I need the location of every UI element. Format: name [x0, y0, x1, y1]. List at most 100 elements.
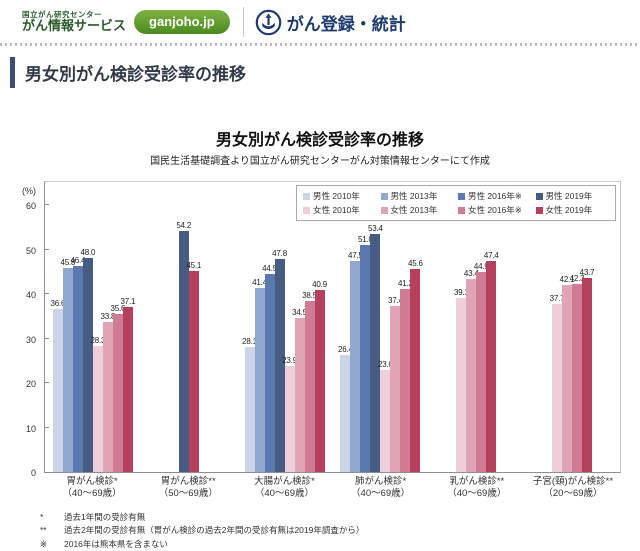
- bar: 28.3: [91, 336, 105, 472]
- category-name: 胃がん検診**: [160, 476, 216, 487]
- y-tick-label: 40: [25, 290, 36, 300]
- category-label: 子宮(頸)がん検診** （20～69歳）: [525, 476, 621, 501]
- category-label: 胃がん検診* （40～69歳）: [44, 476, 140, 501]
- bar-group: 54.2 45.1: [141, 182, 237, 472]
- bar: 28.1: [242, 337, 257, 472]
- y-axis-unit-label: (%): [22, 186, 36, 196]
- bar-groups: 36.6 45.8 46.4 48.0 28.3 33.8 35.6 37.1 54.2 45.1…: [45, 182, 620, 472]
- bar: 36.6: [51, 299, 65, 472]
- category-name: 大腸がん検診*: [254, 476, 315, 487]
- footnote-row: ※ 2016年は熊本県を含まない: [40, 538, 640, 551]
- bar-group: 28.1 41.4 44.5 47.8 23.9 34.5 38.5 40.9: [237, 182, 333, 472]
- bar-value-label: 51.0: [358, 235, 373, 245]
- bar: 51.0: [358, 235, 373, 472]
- bar: 45.1: [186, 261, 201, 472]
- bar-value-label: 43.4: [463, 268, 479, 278]
- bar: 47.8: [272, 249, 287, 472]
- bar: 41.2: [398, 279, 413, 472]
- category-age-range: （20～69歳）: [543, 488, 603, 500]
- chart-title: 男女別がん検診受診率の推移: [215, 132, 424, 149]
- category-age-range: （40～69歳）: [447, 488, 507, 500]
- bar-value-label: 53.4: [368, 224, 383, 234]
- bar: 42.1: [560, 275, 575, 472]
- y-tick-mark: [45, 337, 49, 339]
- bar-value-label: 41.2: [398, 278, 413, 288]
- bar: 33.8: [101, 312, 115, 472]
- bar-value-label: 45.8: [60, 258, 76, 268]
- footnote-marker: **: [40, 525, 47, 536]
- footnote-row: ** 過去2年間の受診有無（胃がん検診の過去2年間の受診有無は2019年調査から）: [40, 524, 640, 538]
- site-header: 国立がん研究センター がん情報サービス ganjoho.jp がん登録・統計: [0, 0, 640, 38]
- footnote-row: * 過去1年間の受診有無: [40, 511, 640, 525]
- legend-label: 男性 2016年※: [468, 191, 522, 201]
- bar: 44.9: [474, 262, 489, 472]
- footnote-marker: ※: [40, 538, 48, 549]
- plot-area: 男性 2010年 男性 2013年 男性 2016年※ 男性 2019年女性 2010…: [44, 181, 621, 473]
- y-tick-label: 50: [25, 245, 36, 256]
- footnote-text: 過去2年間の受診有無（胃がん検診の過去2年間の受診有無は2019年調査から）: [64, 525, 365, 536]
- bar: 45.8: [61, 258, 75, 472]
- ganjoho-badge[interactable]: ganjoho.jp: [134, 10, 230, 34]
- bar-value-label: 36.6: [50, 299, 66, 309]
- page-title: 男女別がん検診受診率の推移: [10, 57, 640, 88]
- y-tick-label: 10: [25, 423, 36, 434]
- registry-stats-header[interactable]: がん登録・統計: [255, 9, 406, 36]
- bar-value-label: 28.1: [242, 336, 257, 346]
- x-axis-labels: 胃がん検診* （40～69歳） 胃がん検診** （50～69歳） 大腸がん検診* （40～…: [44, 476, 621, 501]
- bar-value-label: 38.5: [302, 290, 317, 300]
- y-tick-mark: [45, 426, 49, 428]
- legend-label: 男性 2019年: [545, 191, 593, 201]
- bar: 46.4: [71, 256, 85, 472]
- chart-subtitle: 国民生活基礎調査より国立がん研究センターがん対策情報センターにて作成: [150, 156, 490, 167]
- bar: 47.4: [484, 251, 499, 472]
- category-age-range: （40～69歳）: [254, 488, 314, 500]
- y-tick-label: 0: [30, 468, 36, 478]
- bar-value-label: 23.0: [378, 359, 393, 369]
- legend-swatch: [458, 206, 465, 214]
- legend-swatch: [380, 206, 388, 214]
- legend-swatch: [380, 192, 388, 200]
- bar: 40.9: [312, 280, 327, 472]
- bar-group: 36.6 45.8 46.4 48.0 28.3 33.8 35.6 37.1: [45, 182, 141, 472]
- bar-value-label: 43.7: [579, 267, 595, 277]
- y-tick-label: 30: [25, 334, 36, 345]
- bar: 43.4: [464, 269, 479, 472]
- registry-stats-label: がん登録・統計: [286, 14, 406, 34]
- footnote-marker: *: [40, 511, 44, 522]
- site-logo[interactable]: 国立がん研究センター がん情報サービス: [22, 11, 126, 33]
- bar-value-label: 34.5: [292, 308, 307, 318]
- legend-item: 男性 2019年: [535, 190, 610, 202]
- y-tick-mark: [45, 382, 49, 383]
- bar-value-label: 45.1: [186, 261, 202, 271]
- bar-value-label: 54.2: [176, 220, 192, 230]
- legend-label: 女性 2019年: [545, 205, 593, 215]
- bar: 34.5: [292, 308, 307, 472]
- plot-row: (%) 0 10 20 30 40 50 60 男性 2010年 男性 2013年 男性 201…: [10, 181, 640, 478]
- bar-value-label: 35.6: [110, 303, 126, 313]
- category-name: 胃がん検診*: [66, 476, 118, 487]
- legend-item: 男性 2010年: [303, 190, 377, 202]
- bar-value-label: 40.9: [312, 280, 327, 289]
- bar-value-label: 48.0: [80, 248, 96, 258]
- legend-label: 女性 2016年※: [468, 205, 522, 215]
- footnote-text: 過去1年間の受診有無: [64, 511, 146, 522]
- bar-group: 26.4 47.5 51.0 53.4 23.0 37.4 41.2 45.6: [332, 182, 428, 472]
- bar: 45.6: [408, 259, 423, 472]
- category-name: 乳がん検診**: [449, 476, 505, 487]
- legend-label: 女性 2010年: [313, 205, 360, 215]
- bar-value-label: 45.6: [408, 259, 423, 269]
- bar-value-label: 47.4: [483, 251, 499, 261]
- bar: 43.7: [580, 268, 595, 472]
- bar: 35.6: [111, 304, 125, 472]
- bar: 23.0: [378, 360, 393, 472]
- legend-item: 女性 2013年: [380, 204, 455, 216]
- bar: 54.2: [176, 221, 191, 472]
- bar: 42.3: [570, 274, 585, 472]
- bar-value-label: 47.5: [348, 250, 363, 260]
- bar-value-label: 37.7: [549, 294, 565, 304]
- legend-label: 男性 2010年: [313, 191, 360, 201]
- bar-group: 37.7 42.1 42.3 43.7: [524, 182, 620, 472]
- bar-value-label: 44.5: [262, 263, 277, 273]
- legend-label: 男性 2013年: [390, 191, 438, 201]
- bar-value-label: 42.3: [569, 273, 585, 283]
